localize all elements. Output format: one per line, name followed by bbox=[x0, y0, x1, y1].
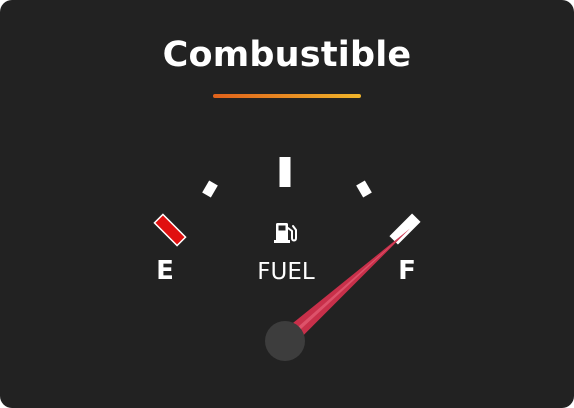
title-accent-underline bbox=[213, 94, 361, 98]
gauge-label: FUEL bbox=[257, 259, 315, 285]
widget-title: Combustible bbox=[162, 35, 412, 75]
tick-full bbox=[389, 213, 421, 245]
empty-label: E bbox=[156, 256, 174, 286]
tick-half bbox=[279, 157, 291, 187]
full-label: F bbox=[398, 256, 416, 286]
needle-hub bbox=[265, 321, 305, 361]
tick-quarter bbox=[202, 180, 218, 198]
tick-empty bbox=[153, 213, 187, 247]
gauge-needle bbox=[278, 228, 410, 348]
tick-three-quarter bbox=[356, 180, 372, 198]
fuel-pump-icon bbox=[274, 223, 297, 243]
